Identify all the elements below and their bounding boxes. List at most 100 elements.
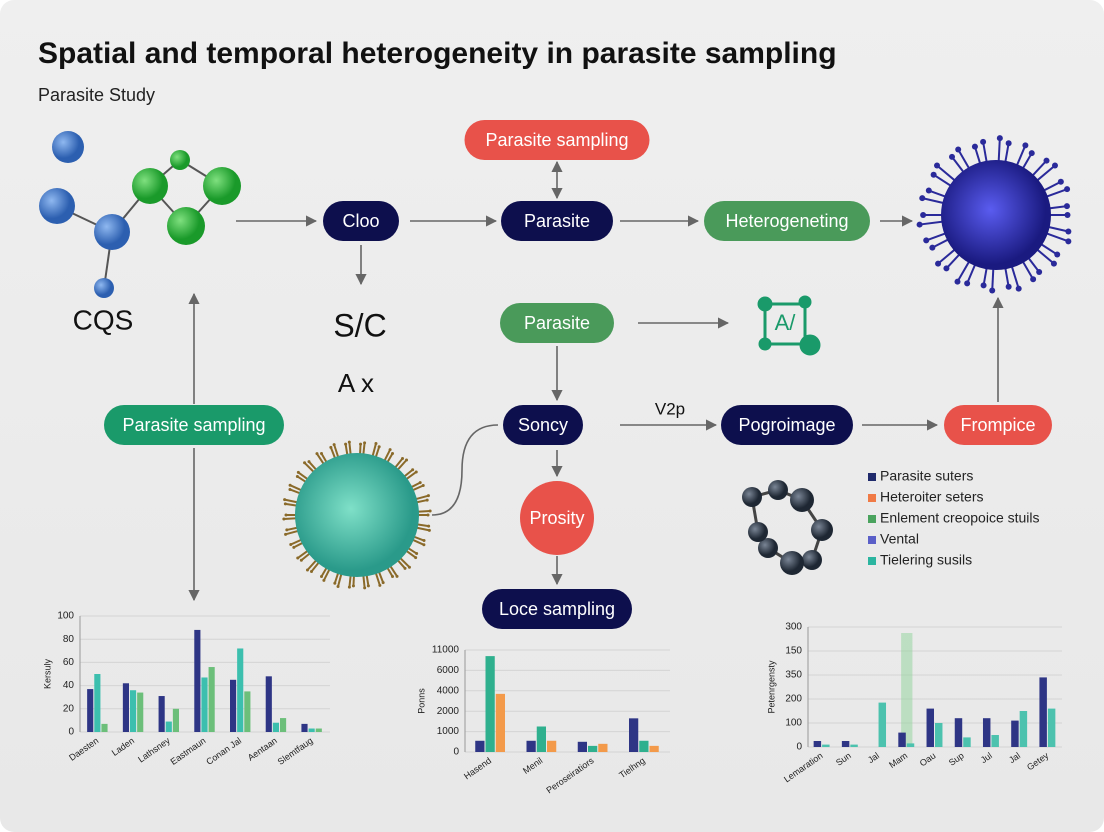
virus-spike-tip bbox=[934, 162, 941, 169]
virus-spike-tip bbox=[955, 146, 962, 153]
virus-spike-tip bbox=[388, 448, 392, 452]
virus-spike-tip bbox=[422, 543, 426, 547]
node-pill bbox=[482, 589, 632, 629]
bar bbox=[906, 743, 915, 747]
virus-spike-tip bbox=[916, 221, 923, 228]
virus-spike-tip bbox=[320, 574, 323, 578]
virus-body bbox=[941, 160, 1051, 270]
virus-spike-tip bbox=[421, 484, 425, 488]
virus-spike-tip bbox=[1054, 251, 1061, 258]
bar bbox=[963, 737, 971, 747]
virus-spike-tip bbox=[1064, 186, 1071, 193]
virus-spike-tip bbox=[347, 585, 351, 589]
virus-spike-tip bbox=[296, 556, 300, 560]
y-axis-label: Petenrgensty bbox=[766, 660, 776, 714]
virus-spike-tip bbox=[923, 237, 930, 244]
title: Spatial and temporal heterogeneity in pa… bbox=[38, 37, 837, 70]
virus-spike-tip bbox=[400, 457, 404, 461]
bar bbox=[598, 743, 608, 752]
bar bbox=[208, 667, 215, 732]
node-label: Heterogeneting bbox=[725, 211, 848, 231]
virus-spike-tip bbox=[295, 474, 299, 478]
bar bbox=[935, 723, 943, 747]
virus-spike-tip bbox=[929, 244, 936, 251]
bar bbox=[649, 745, 659, 752]
bar bbox=[898, 732, 906, 747]
virus-spike-tip bbox=[427, 524, 431, 528]
bar bbox=[201, 677, 208, 732]
y-tick-label: 150 bbox=[785, 646, 802, 657]
bar bbox=[87, 689, 94, 732]
y-tick-label: 40 bbox=[63, 680, 75, 691]
bar bbox=[813, 741, 822, 747]
virus-body bbox=[295, 453, 419, 577]
virus-spike-tip bbox=[980, 282, 987, 289]
virus-spike-tip bbox=[391, 574, 394, 578]
virus-spike-tip bbox=[971, 143, 978, 150]
virus-spike-tip bbox=[395, 574, 399, 578]
virus-spike-tip bbox=[303, 461, 307, 465]
virus-spike-tip bbox=[964, 280, 971, 287]
virus-spike-tip bbox=[428, 509, 432, 513]
annotation: A/ bbox=[775, 310, 797, 335]
bar bbox=[1047, 708, 1056, 747]
annotation: CQS bbox=[73, 304, 134, 335]
node-pill bbox=[464, 120, 650, 160]
y-tick-label: 20 bbox=[63, 703, 75, 714]
virus-spike-tip bbox=[1063, 203, 1070, 210]
virus-spike-tip bbox=[310, 569, 314, 573]
bar bbox=[308, 728, 315, 732]
virus-spike-tip bbox=[411, 468, 415, 472]
legend-label: Tielering susils bbox=[880, 552, 972, 568]
virus-spike-tip bbox=[1036, 269, 1043, 276]
legend-swatch bbox=[868, 473, 876, 481]
virus-spike-tip bbox=[980, 138, 987, 145]
virus-spike-tip bbox=[407, 565, 411, 569]
y-tick-label: 0 bbox=[796, 742, 802, 753]
node-label: Loce sampling bbox=[499, 599, 615, 619]
virus-spike-tip bbox=[296, 470, 300, 474]
annotation: S/C bbox=[333, 307, 386, 343]
bar bbox=[172, 708, 179, 732]
y-tick-label: 6000 bbox=[437, 665, 460, 676]
bar bbox=[122, 683, 129, 732]
bar bbox=[165, 721, 172, 732]
node-pill bbox=[501, 201, 613, 241]
y-tick-label: 2000 bbox=[437, 706, 460, 717]
virus-spike-tip bbox=[305, 568, 309, 572]
bar bbox=[1011, 720, 1019, 747]
virus-spike-tip bbox=[374, 441, 378, 445]
virus-spike-tip bbox=[322, 578, 326, 582]
highlight-band bbox=[901, 633, 913, 747]
virus-spike-tip bbox=[415, 552, 419, 556]
bar bbox=[244, 691, 251, 732]
virus-spike-tip bbox=[919, 195, 926, 202]
virus-spike-tip bbox=[347, 440, 351, 444]
y-tick-label: 0 bbox=[453, 747, 459, 758]
node-label: Parasite bbox=[524, 313, 590, 333]
virus-spike-tip bbox=[418, 481, 422, 485]
bar bbox=[475, 740, 485, 752]
virus-spike-tip bbox=[284, 532, 288, 536]
node-label: Pogroimage bbox=[738, 415, 835, 435]
virus-spike-tip bbox=[1022, 142, 1029, 149]
virus-spike-tip bbox=[935, 260, 942, 267]
virus-spike-tip bbox=[405, 458, 409, 462]
bar bbox=[1039, 677, 1047, 747]
virus-spike-tip bbox=[925, 187, 932, 194]
virus-spike-tip bbox=[1057, 178, 1064, 185]
virus-spike-tip bbox=[414, 556, 418, 560]
bar bbox=[639, 740, 649, 752]
virus-spike-tip bbox=[1050, 260, 1057, 267]
virus-spike-tip bbox=[414, 470, 418, 474]
virus-spike-tip bbox=[954, 278, 961, 285]
virus-spike-tip bbox=[344, 442, 348, 446]
virus-spike-tip bbox=[299, 558, 303, 562]
virus-spike-tip bbox=[989, 287, 996, 294]
bar bbox=[265, 676, 272, 732]
virus-spike-tip bbox=[391, 452, 394, 456]
virus-spike-tip bbox=[930, 171, 937, 178]
bar bbox=[954, 718, 963, 747]
node-label: Soncy bbox=[518, 415, 568, 435]
bar bbox=[301, 723, 308, 732]
